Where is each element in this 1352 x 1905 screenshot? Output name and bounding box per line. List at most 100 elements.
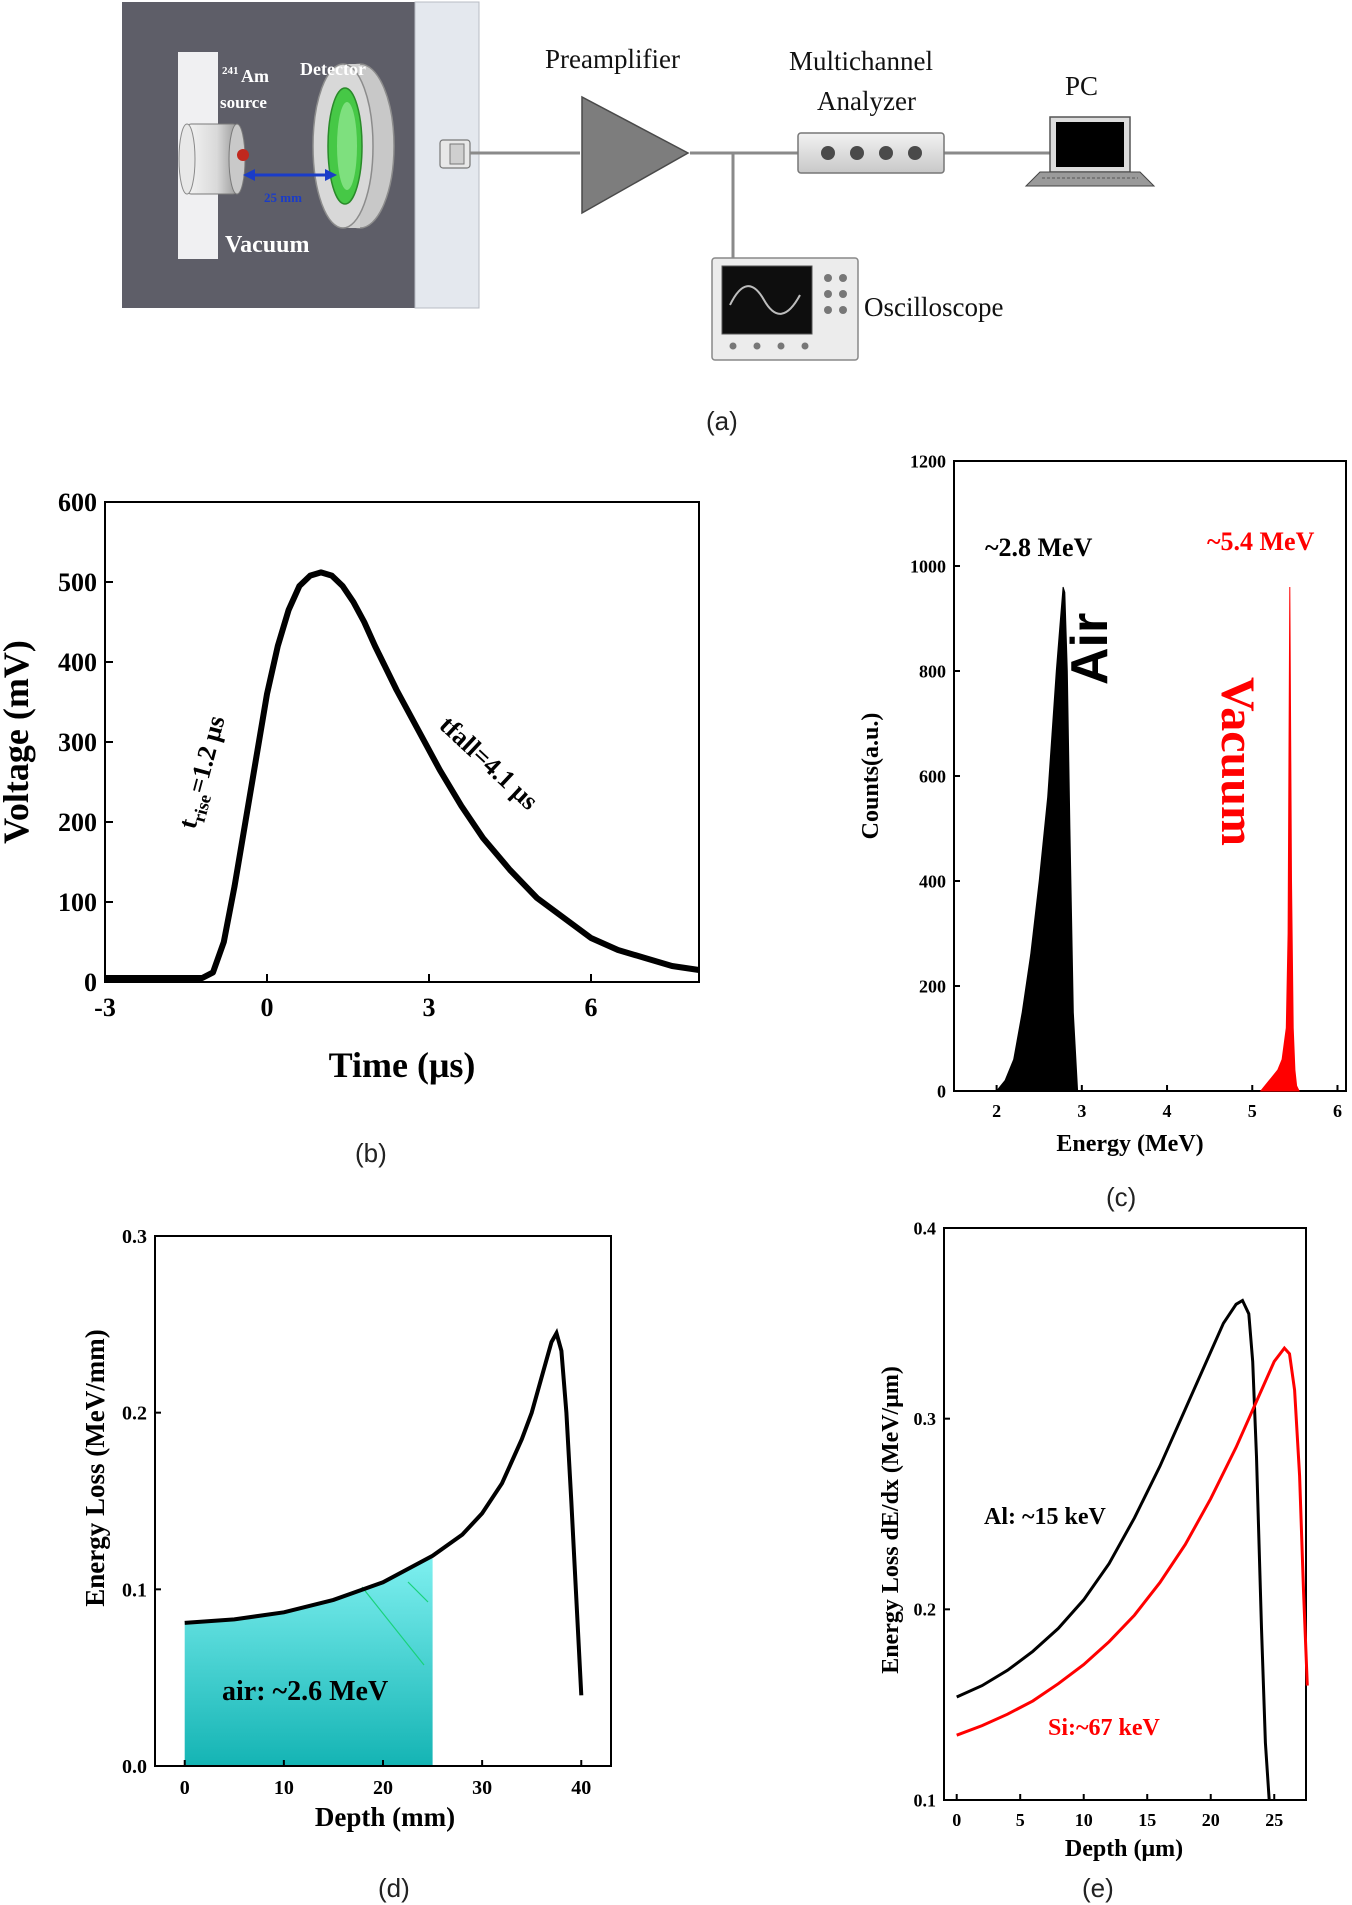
x-tick-label: 6 xyxy=(585,993,598,1022)
annotation-tfall: tfall=4.1 μs xyxy=(434,710,544,815)
series-area-air xyxy=(995,586,1079,1092)
y-axis-label: Energy Loss dE/dx (MeV/μm) xyxy=(878,1366,904,1674)
x-tick-label: 40 xyxy=(571,1777,591,1799)
y-tick-label: 1000 xyxy=(910,556,946,576)
x-tick-label: 15 xyxy=(1138,1810,1156,1830)
svg-text:trise=1.2 μs: trise=1.2 μs xyxy=(173,713,236,833)
y-tick-label: 0.3 xyxy=(914,1409,937,1429)
x-tick-label: 4 xyxy=(1163,1101,1172,1121)
caption-a: (a) xyxy=(706,406,738,436)
y-tick-label: 0 xyxy=(84,968,97,997)
peak-label-vacuum: ~5.4 MeV xyxy=(1207,527,1315,556)
y-tick-label: 600 xyxy=(58,488,97,517)
x-tick-label: 0 xyxy=(952,1810,961,1830)
chart-energy-spectrum: 0 200 400 600 800 1000 1200 2 3 4 5 6 ~2.8 MeV ~5.… xyxy=(858,451,1347,1157)
x-tick-label: 5 xyxy=(1248,1101,1257,1121)
x-axis-label: Depth (mm) xyxy=(315,1802,455,1832)
y-tick-label: 0.1 xyxy=(122,1579,147,1601)
series-line-si xyxy=(956,1345,1309,1737)
y-tick-label: 600 xyxy=(919,766,946,786)
x-tick-label: 30 xyxy=(472,1777,492,1799)
oscilloscope xyxy=(711,257,859,361)
x-tick-label: 0 xyxy=(261,993,274,1022)
plot-frame xyxy=(943,1227,1307,1801)
x-axis-label: Depth (μm) xyxy=(1065,1836,1183,1862)
source-label-line2: source xyxy=(220,93,267,112)
annotation-si: Si:~67 keV xyxy=(1048,1715,1160,1741)
series-line-al xyxy=(956,1298,1271,1801)
x-tick-label: 20 xyxy=(1202,1810,1220,1830)
chart-energy-loss-air: 0.0 0.1 0.2 0.3 0 10 20 30 40 air: ~2.6 MeV Dep… xyxy=(80,1226,612,1832)
series-line-energy-loss xyxy=(184,1328,584,1696)
vacuum-label: Vacuum xyxy=(225,232,309,258)
y-tick-label: 0.0 xyxy=(122,1756,147,1778)
shaded-region-label: air: ~2.6 MeV xyxy=(222,1676,388,1707)
distance-label: 25 mm xyxy=(264,190,302,205)
label-vacuum: Vacuum xyxy=(1211,677,1264,846)
detector xyxy=(312,63,395,229)
y-tick-label: 500 xyxy=(58,568,97,597)
annotation-trise: trise=1.2 μs xyxy=(173,713,236,833)
preamplifier-label: Preamplifier xyxy=(545,44,680,74)
caption-d: (d) xyxy=(378,1873,410,1903)
y-tick-label: 200 xyxy=(58,808,97,837)
y-tick-label: 400 xyxy=(58,648,97,677)
x-tick-label: 3 xyxy=(423,993,436,1022)
setup-diagram: 241 Am source Detector 25 mm Vacuum xyxy=(122,1,1156,361)
pc-laptop-icon xyxy=(1024,116,1156,187)
source-label-superscript: 241 xyxy=(222,65,239,77)
y-tick-label: 800 xyxy=(919,661,946,681)
series-area-vacuum xyxy=(1259,586,1300,1092)
shading-hatch-1 xyxy=(361,1586,425,1666)
caption-b: (b) xyxy=(355,1138,387,1168)
x-tick-label: 5 xyxy=(1016,1810,1025,1830)
annotation-trise-sub: rise xyxy=(189,792,216,824)
x-tick-label: 6 xyxy=(1333,1101,1342,1121)
multichannel-analyzer xyxy=(797,132,945,174)
y-tick-label: 0.3 xyxy=(122,1226,147,1248)
y-axis-label: Voltage (mV) xyxy=(0,640,36,844)
pc-label: PC xyxy=(1065,71,1098,101)
x-tick-label: 25 xyxy=(1265,1810,1283,1830)
x-tick-label: 10 xyxy=(1075,1810,1093,1830)
series-line-pulse xyxy=(105,569,700,981)
y-axis-label: Energy Loss (MeV/mm) xyxy=(80,1329,110,1606)
x-tick-label: 3 xyxy=(1077,1101,1086,1121)
chamber-inner-floor xyxy=(218,225,390,259)
feedthrough-connector xyxy=(439,139,471,169)
y-tick-label: 100 xyxy=(58,888,97,917)
distance-arrow xyxy=(243,169,337,181)
caption-e: (e) xyxy=(1082,1873,1114,1903)
oscilloscope-label: Oscilloscope xyxy=(864,292,1003,322)
peak-label-air: ~2.8 MeV xyxy=(985,533,1093,562)
x-axis-label: Energy (MeV) xyxy=(1056,1131,1203,1157)
detector-label: Detector xyxy=(300,59,366,79)
caption-c: (c) xyxy=(1106,1182,1136,1212)
y-tick-label: 0.2 xyxy=(122,1403,147,1425)
annotation-trise-rest: =1.2 μs xyxy=(182,713,230,797)
y-tick-label: 0.2 xyxy=(914,1600,937,1620)
y-tick-label: 0.4 xyxy=(914,1218,937,1238)
x-tick-label: 0 xyxy=(180,1777,190,1799)
mca-label-line1: Multichannel xyxy=(789,46,933,76)
x-tick-label: -3 xyxy=(94,993,116,1022)
x-tick-label: 2 xyxy=(992,1101,1001,1121)
y-axis-label: Counts(a.u.) xyxy=(858,713,884,840)
y-tick-label: 0 xyxy=(937,1081,946,1101)
y-tick-label: 300 xyxy=(58,728,97,757)
label-air: Air xyxy=(1061,613,1119,685)
x-axis-label: Time (μs) xyxy=(329,1045,476,1085)
annotation-al: Al: ~15 keV xyxy=(984,1504,1106,1530)
shading-hatch-2 xyxy=(407,1581,429,1603)
y-tick-label: 1200 xyxy=(910,451,946,471)
y-tick-label: 0.1 xyxy=(914,1790,937,1810)
shaded-region-air xyxy=(184,1555,433,1766)
am241-source xyxy=(178,123,249,195)
chart-energy-loss-al-si: 0.1 0.2 0.3 0.4 0 5 10 15 20 25 Al: ~15 keV Si:~… xyxy=(878,1218,1309,1862)
source-label-line1: Am xyxy=(241,66,269,86)
y-tick-label: 200 xyxy=(919,976,946,996)
x-tick-label: 10 xyxy=(274,1777,294,1799)
preamplifier-triangle xyxy=(581,95,690,215)
